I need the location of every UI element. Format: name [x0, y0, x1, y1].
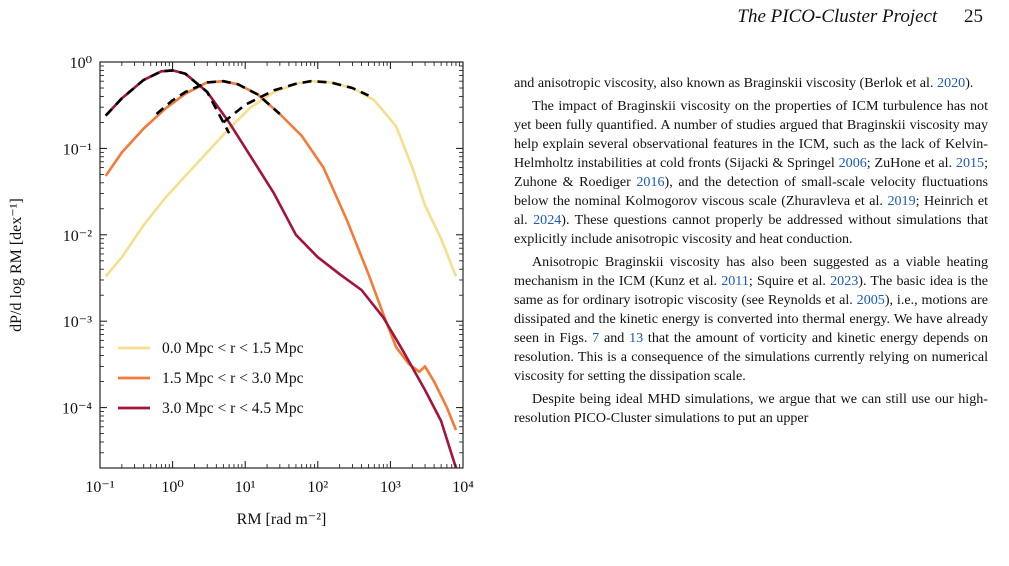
text-span: ), and the detection of small-scale velo… [514, 174, 988, 209]
plot-frame [99, 61, 464, 469]
text-span: ). The basic idea is the same as for ord… [514, 273, 989, 308]
citation-link[interactable]: 13 [629, 330, 644, 346]
text-span: that the amount of vorticity and kinetic… [514, 330, 989, 384]
fit-curve-dashed-5 [222, 79, 370, 124]
paragraph-2: The impact of Braginskii viscosity on th… [514, 97, 988, 249]
running-title: The PICO-Cluster Project [737, 6, 938, 27]
citation-link[interactable]: 2020 [937, 75, 966, 91]
series-line-2 [104, 79, 458, 431]
citation-link[interactable]: 2024 [533, 212, 562, 228]
text-span: and [599, 330, 630, 346]
y-tick-label: 10⁻² [63, 228, 92, 245]
fit-curve-dashed-4 [155, 79, 281, 115]
citation-link[interactable]: 2015 [955, 155, 985, 171]
paragraph-1: and anisotropic viscosity, also known as… [514, 74, 988, 93]
text-span: ; Heinrich et al. [514, 193, 988, 228]
legend-label-2: 1.5 Mpc < r < 3.0 Mpc [162, 370, 304, 387]
rm-distribution-chart: 10⁻¹ 10⁰ 10¹ 10² 10³ 10⁴ 10⁰ 10⁻¹ 10⁻² 10⁻³ 10⁻⁴ 0… [8, 55, 474, 528]
x-tick-label: 10³ [380, 479, 401, 496]
y-tick-label: 10⁰ [70, 55, 92, 72]
text-span: The impact of Braginskii viscosity on th… [514, 98, 988, 171]
citation-link[interactable]: 2006 [838, 155, 867, 171]
citation-link[interactable]: 2005 [856, 292, 885, 308]
citation-link[interactable]: 2016 [636, 174, 665, 190]
chart-legend: 0.0 Mpc < r < 1.5 Mpc 1.5 Mpc < r < 3.0 M… [118, 340, 304, 417]
y-tick-label: 10⁻⁴ [62, 401, 92, 418]
paragraph-4: Despite being ideal MHD simulations, we … [514, 390, 988, 428]
text-column: and anisotropic viscosity, also known as… [514, 74, 988, 432]
x-tick-label: 10⁴ [452, 479, 474, 496]
series-line-1 [104, 79, 458, 278]
x-tick-label: 10¹ [235, 479, 256, 496]
text-span: Anisotropic Braginskii viscosity has als… [514, 254, 988, 289]
text-span: ; Squire et al. [748, 273, 831, 289]
text-span: ; ZuHone et al. [866, 155, 956, 171]
citation-link[interactable]: 2011 [721, 273, 749, 289]
y-tick-label: 10⁻¹ [63, 141, 92, 158]
citation-link[interactable]: 2023 [830, 273, 859, 289]
text-span: ). [965, 75, 974, 91]
figure-rm-distribution: 10⁻¹ 10⁰ 10¹ 10² 10³ 10⁴ 10⁰ 10⁻¹ 10⁻² 10⁻³ 10⁻⁴ 0… [0, 40, 495, 540]
legend-label-3: 3.0 Mpc < r < 4.5 Mpc [162, 400, 304, 417]
x-axis-label: RM [rad m⁻²] [237, 511, 327, 528]
x-tick-label: 10⁻¹ [85, 479, 114, 496]
x-tick-label: 10² [307, 479, 328, 496]
plot-border [99, 61, 464, 469]
page-header: The PICO-Cluster Project 25 [737, 6, 983, 28]
paragraph-3: Anisotropic Braginskii viscosity has als… [514, 253, 988, 386]
tick-group: 10⁻¹ 10⁰ 10¹ 10² 10³ 10⁴ 10⁰ 10⁻¹ 10⁻² 10⁻³ 10⁻⁴ [62, 55, 474, 496]
curve-group [104, 69, 458, 469]
x-tick-label: 10⁰ [161, 479, 183, 496]
text-span: ). These questions cannot properly be ad… [514, 212, 989, 247]
citation-link[interactable]: 2019 [887, 193, 916, 209]
y-axis-label: dP/d log RM [dex⁻¹] [8, 198, 25, 332]
series-line-3 [104, 69, 458, 469]
fit-curve-dashed-3 [104, 69, 231, 134]
citation-link[interactable]: 7 [592, 330, 600, 346]
page-number: 25 [964, 6, 983, 27]
text-span: Despite being ideal MHD simulations, we … [514, 391, 988, 426]
legend-label-1: 0.0 Mpc < r < 1.5 Mpc [162, 340, 304, 357]
y-tick-label: 10⁻³ [63, 314, 92, 331]
text-span: ), i.e., motions are dissipated and the … [514, 292, 988, 346]
text-span: ; Zuhone & Roediger [514, 155, 988, 190]
text-span: and anisotropic viscosity, also known as… [514, 75, 938, 91]
